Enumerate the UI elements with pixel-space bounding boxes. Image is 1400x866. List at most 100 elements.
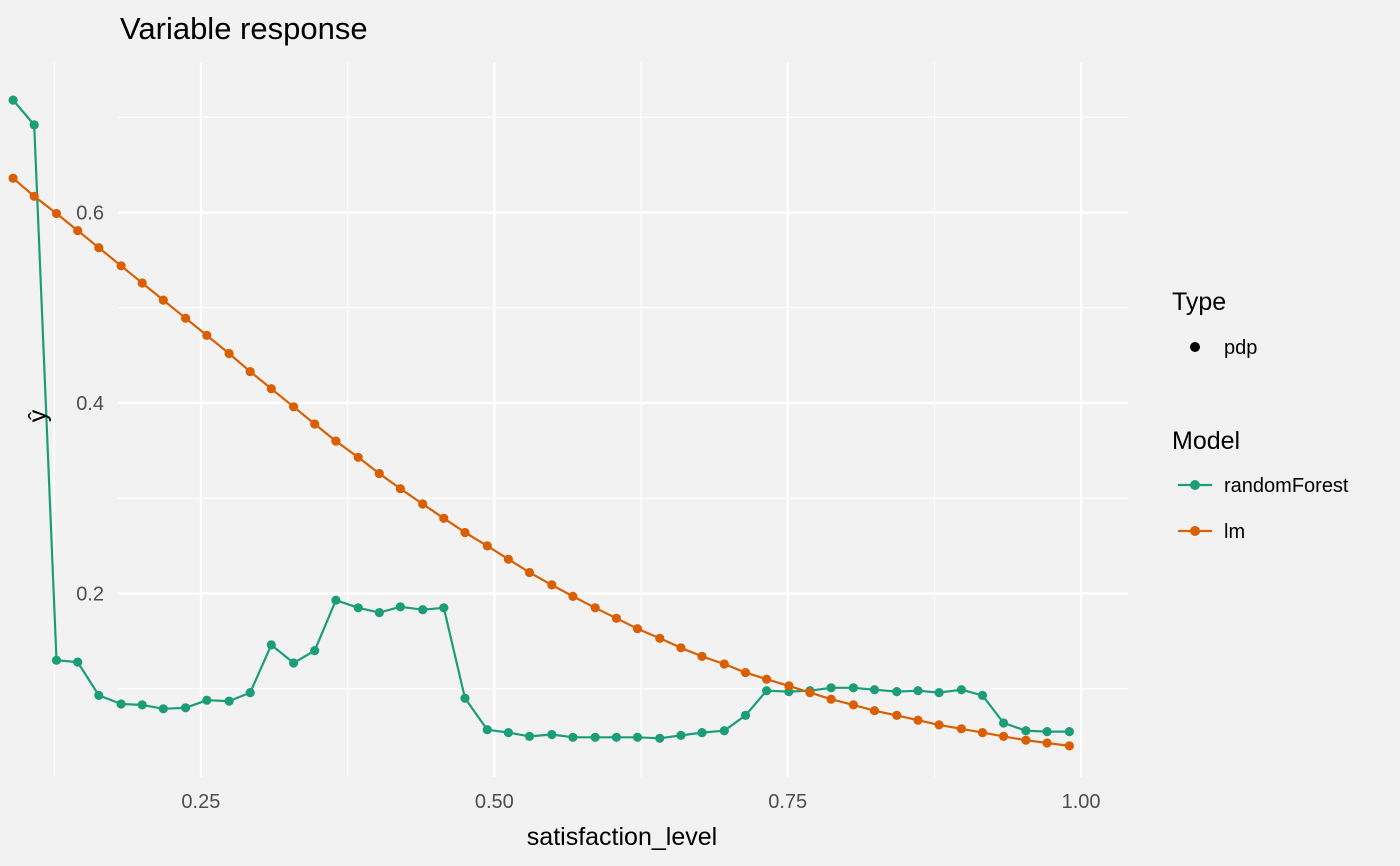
data-point-randomforest	[740, 710, 751, 721]
data-point-randomforest	[1042, 727, 1052, 737]
data-point-lm	[266, 384, 276, 394]
data-point-lm	[439, 513, 449, 523]
data-point-lm	[202, 330, 212, 340]
legend: Type pdp Model randomForest lm	[1172, 288, 1349, 543]
data-point-lm	[869, 706, 880, 716]
x-tick-label: 0.75	[768, 791, 807, 813]
x-axis-title: satisfaction_level	[527, 823, 717, 851]
data-point-randomforest	[158, 704, 168, 714]
y-tick-label: 0.4	[76, 393, 104, 415]
data-point-lm	[1021, 735, 1031, 745]
data-point-randomforest	[482, 725, 492, 735]
data-point-randomforest	[826, 683, 836, 693]
data-point-randomforest	[913, 686, 923, 696]
data-point-randomforest	[547, 729, 557, 740]
data-point-randomforest	[632, 732, 643, 742]
data-point-lm	[418, 499, 428, 509]
legend-pdp-marker	[1190, 342, 1200, 352]
data-point-randomforest	[439, 603, 449, 613]
data-point-randomforest	[310, 646, 320, 656]
data-point-randomforest	[395, 602, 405, 612]
grid-major	[118, 62, 1128, 777]
data-point-randomforest	[676, 730, 686, 741]
legend-randomforest-label: randomForest	[1224, 475, 1349, 497]
x-tick-label: 1.00	[1062, 791, 1101, 813]
data-point-randomforest	[568, 732, 578, 742]
data-point-randomforest	[374, 608, 384, 618]
series-layer	[8, 95, 1074, 751]
data-point-lm	[547, 580, 557, 590]
data-point-randomforest	[94, 690, 104, 701]
data-point-lm	[934, 720, 944, 730]
data-point-randomforest	[590, 732, 600, 742]
data-point-randomforest	[418, 605, 428, 615]
data-point-randomforest	[1064, 727, 1074, 737]
data-point-lm	[94, 243, 104, 253]
data-point-randomforest	[999, 718, 1009, 728]
data-point-randomforest	[137, 700, 147, 710]
data-point-lm	[655, 633, 665, 643]
data-point-lm	[224, 348, 234, 359]
data-point-lm	[977, 728, 988, 738]
data-point-lm	[116, 261, 126, 271]
data-point-randomforest	[848, 683, 859, 693]
data-point-lm	[762, 674, 772, 684]
data-point-lm	[719, 659, 729, 669]
data-point-randomforest	[29, 120, 39, 130]
data-point-lm	[913, 715, 923, 725]
data-point-lm	[956, 724, 967, 734]
data-point-randomforest	[934, 688, 944, 698]
data-point-randomforest	[697, 728, 707, 738]
data-point-lm	[805, 688, 815, 698]
data-point-randomforest	[977, 690, 988, 701]
data-point-lm	[784, 681, 794, 691]
data-point-randomforest	[73, 657, 83, 667]
data-point-lm	[289, 402, 299, 412]
legend-lm-label: lm	[1224, 521, 1245, 543]
legend-type-title: Type	[1172, 288, 1226, 316]
data-point-lm	[999, 731, 1009, 742]
data-point-lm	[826, 694, 836, 704]
x-axis-ticks: 0.25 0.50 0.75 1.00	[181, 791, 1100, 813]
data-point-lm	[137, 278, 147, 288]
data-point-lm	[331, 436, 341, 446]
data-point-lm	[740, 668, 751, 678]
data-point-lm	[482, 541, 492, 551]
data-point-randomforest	[353, 603, 363, 613]
data-point-lm	[353, 452, 363, 462]
y-axis-title: ŷ	[24, 409, 52, 422]
data-point-lm	[503, 554, 513, 564]
data-point-randomforest	[611, 732, 622, 742]
data-point-randomforest	[289, 658, 299, 668]
legend-lm-marker	[1190, 526, 1200, 536]
data-point-lm	[374, 468, 384, 479]
y-tick-label: 0.6	[76, 203, 104, 225]
data-point-lm	[848, 700, 859, 710]
data-point-randomforest	[202, 695, 212, 705]
data-point-randomforest	[655, 733, 665, 743]
series-line-randomforest	[12, 99, 1070, 740]
data-point-lm	[611, 613, 622, 623]
data-point-randomforest	[762, 686, 772, 696]
data-point-lm	[181, 313, 191, 323]
data-point-randomforest	[869, 685, 880, 695]
data-point-randomforest	[245, 688, 255, 698]
data-point-lm	[524, 567, 535, 578]
data-point-lm	[1064, 741, 1074, 751]
data-point-randomforest	[266, 640, 276, 650]
data-point-randomforest	[956, 685, 967, 695]
data-point-randomforest	[116, 699, 126, 709]
data-point-lm	[310, 419, 320, 429]
data-point-randomforest	[51, 655, 62, 665]
data-point-lm	[29, 191, 39, 201]
data-point-randomforest	[892, 687, 902, 697]
data-point-lm	[632, 624, 643, 634]
data-point-lm	[51, 208, 62, 219]
data-point-lm	[1042, 738, 1052, 748]
grid-minor	[53, 62, 1128, 777]
data-point-randomforest	[460, 693, 470, 703]
data-point-lm	[8, 173, 18, 183]
data-point-lm	[568, 591, 578, 602]
data-point-randomforest	[8, 95, 18, 105]
